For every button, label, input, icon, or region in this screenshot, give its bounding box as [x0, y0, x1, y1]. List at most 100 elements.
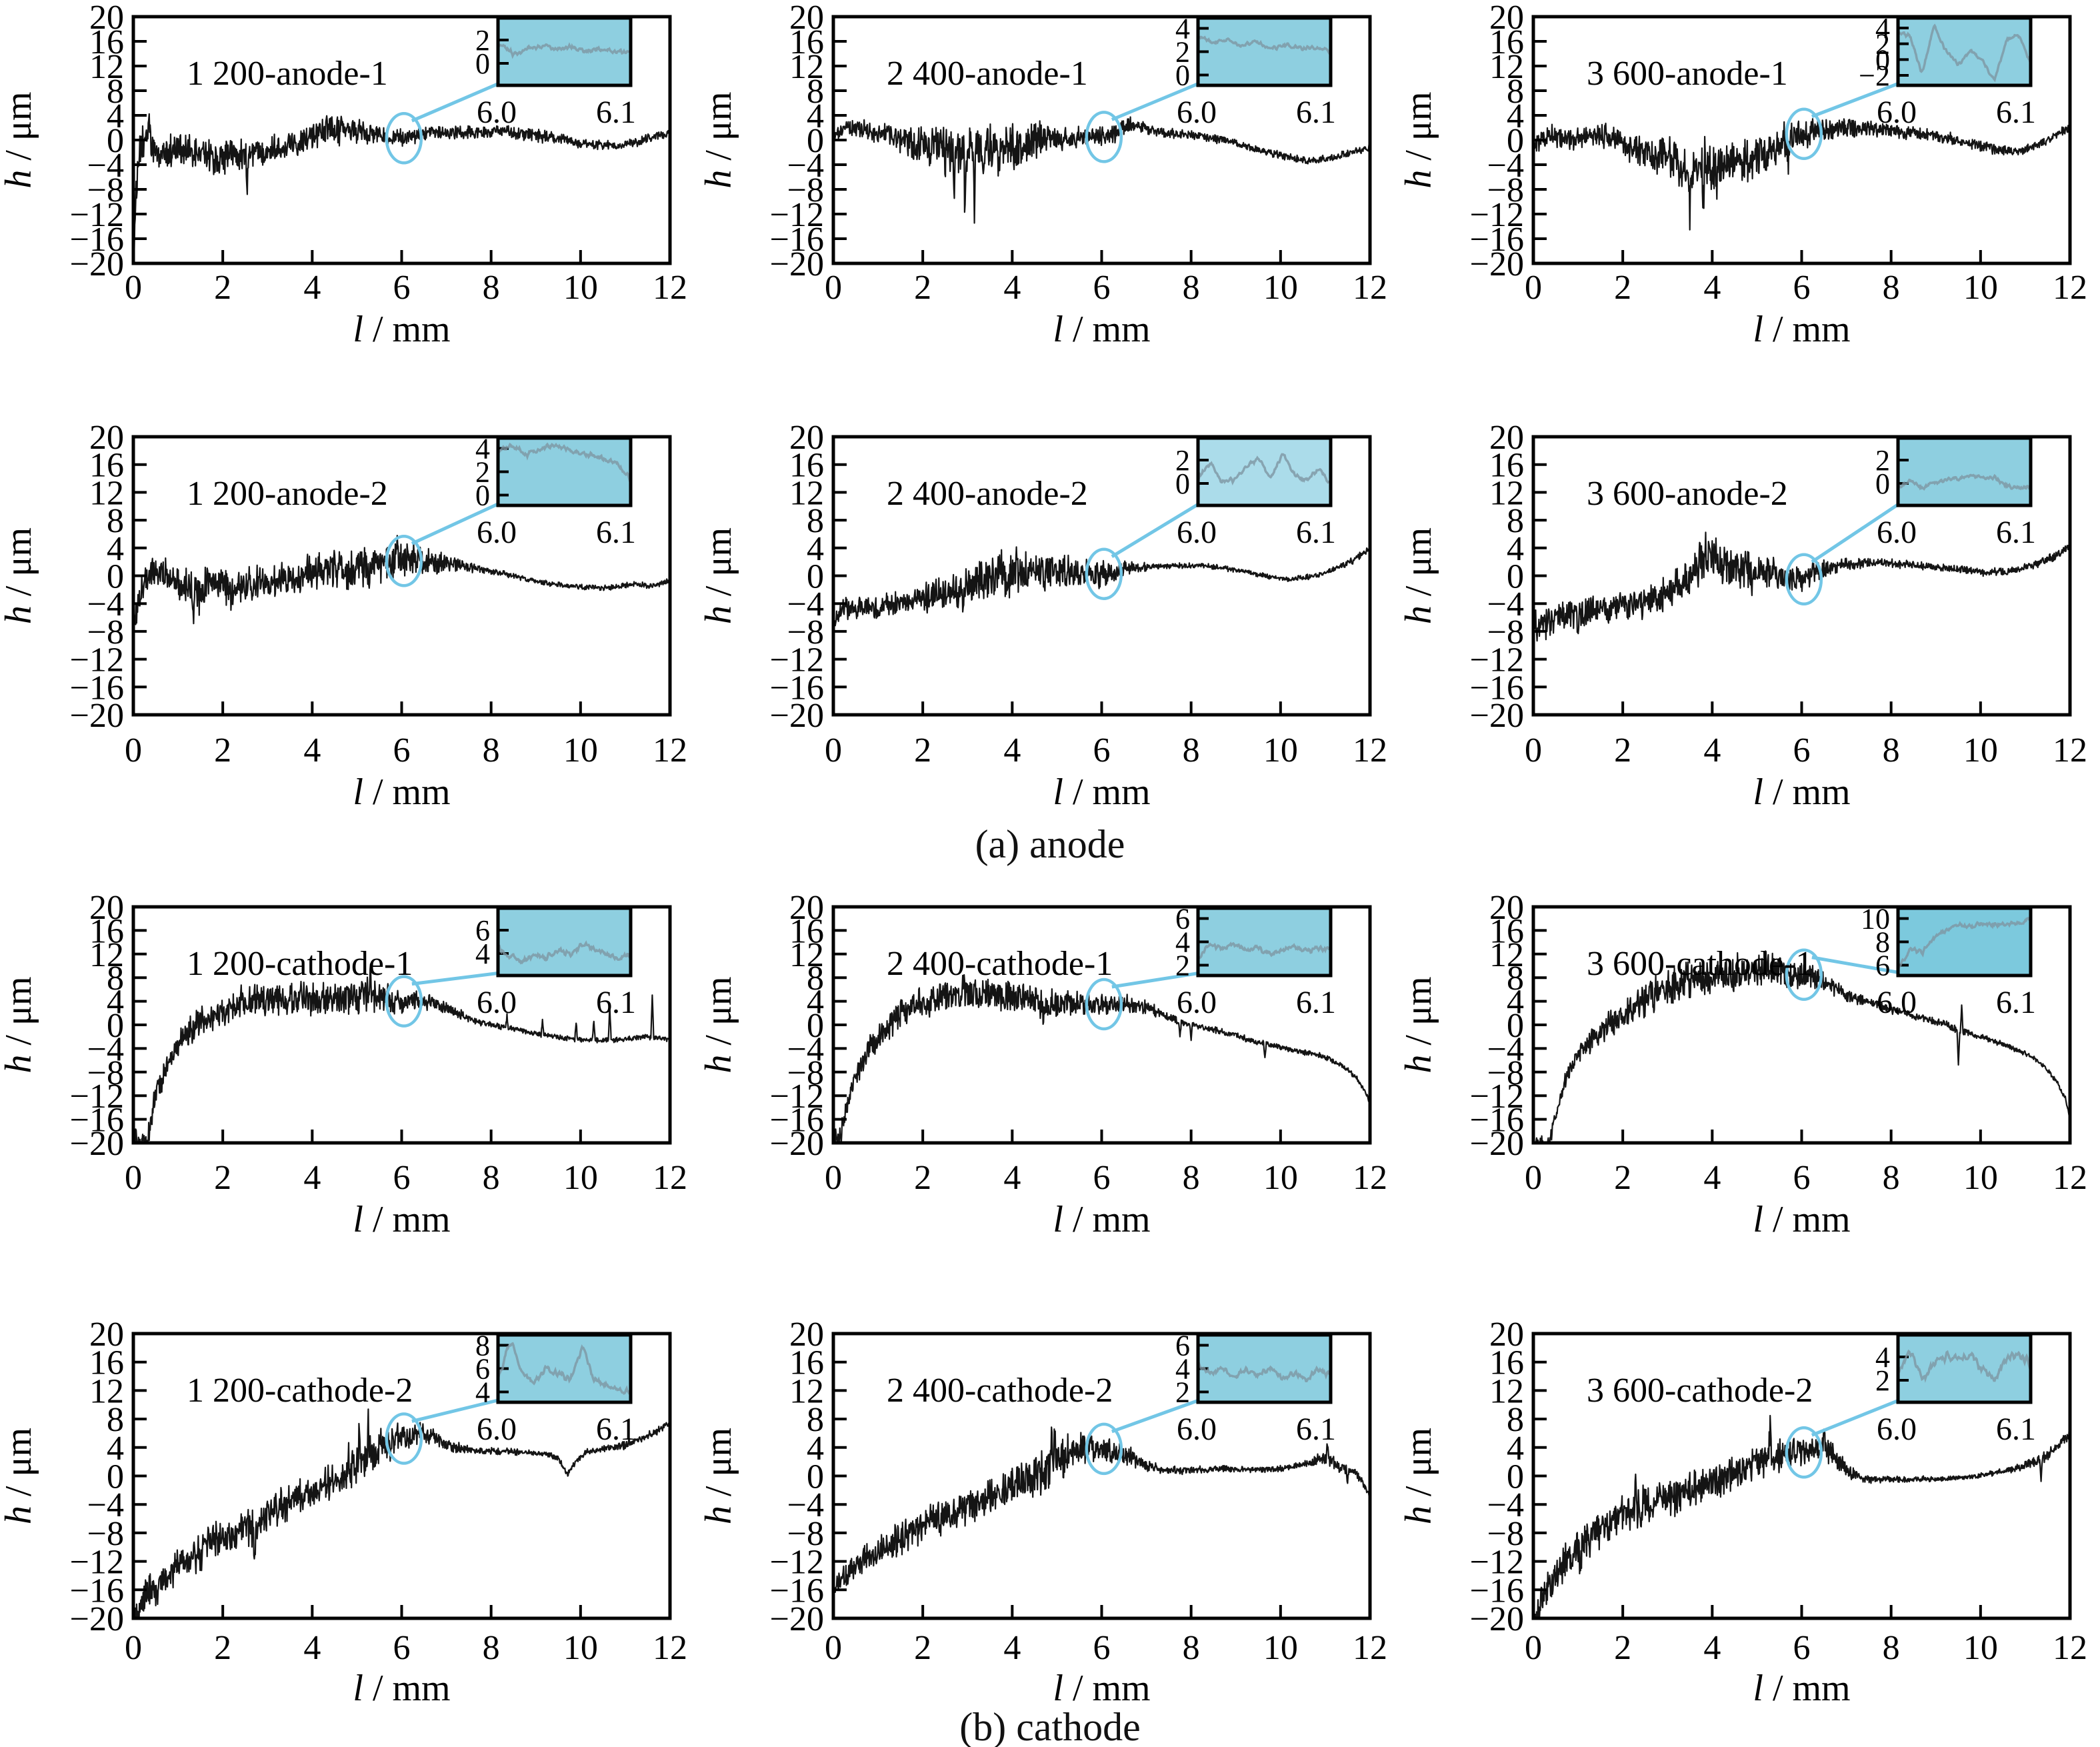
y-tick-label: −20: [1470, 1125, 1524, 1163]
y-tick-label: 16: [1489, 447, 1524, 485]
y-tick-label: 8: [807, 960, 824, 998]
y-tick-label: −16: [70, 669, 124, 707]
x-tick-label: 0: [125, 269, 142, 307]
zoom-highlight-circle: [1785, 553, 1823, 605]
y-tick-label: 16: [789, 447, 824, 485]
inset-y-tick-label: 4: [1875, 1341, 1890, 1374]
x-tick-label: 2: [214, 1159, 231, 1197]
y-tick-label: −16: [70, 221, 124, 259]
y-tick-label: −16: [70, 1572, 124, 1610]
profile-trace: [133, 535, 670, 625]
y-tick-label: −20: [1470, 245, 1524, 283]
zoom-highlight-circle: [385, 111, 423, 165]
y-tick-label: −16: [770, 669, 824, 707]
x-tick-label: 8: [483, 1629, 500, 1667]
x-tick-label: 2: [914, 1629, 931, 1667]
inset-y-tick-label: 6: [1875, 950, 1890, 982]
inset-x-tick-label: 6.1: [1996, 95, 2036, 130]
zoom-connector-line: [411, 1398, 501, 1423]
y-tick-label: 0: [1507, 1007, 1524, 1045]
y-tick-label: −8: [87, 171, 124, 209]
y-tick-label: 12: [1489, 48, 1524, 86]
x-tick-label: 0: [1525, 269, 1542, 307]
inset-trace: [1898, 23, 2031, 83]
x-tick-label: 0: [125, 1159, 142, 1197]
x-tick-label: 12: [653, 731, 687, 769]
y-tick-label: −8: [787, 1054, 824, 1092]
y-tick-label: 0: [1507, 558, 1524, 596]
inset-y-tick-label: 6: [475, 1353, 490, 1386]
x-tick-label: 8: [1883, 1159, 1900, 1197]
y-tick-label: −4: [87, 585, 124, 623]
inset-x-tick-label: 6.0: [1877, 1412, 1917, 1447]
x-tick-label: 12: [2053, 1629, 2087, 1667]
x-tick-label: 4: [1703, 269, 1721, 307]
y-tick-label: 0: [107, 122, 124, 160]
x-tick-label: 4: [1003, 1629, 1021, 1667]
zoom-highlight-circle: [1085, 978, 1123, 1031]
y-tick-label: −8: [787, 171, 824, 209]
y-tick-label: −12: [70, 1078, 124, 1116]
profile-trace: [1533, 531, 2070, 642]
subplot-title: 1 200-cathode-1: [187, 945, 413, 983]
x-tick-label: 2: [214, 269, 231, 307]
inset-y-tick-label: 0: [475, 479, 490, 512]
x-tick-label: 10: [1963, 269, 1998, 307]
y-tick-label: −16: [1470, 669, 1524, 707]
inset-y-tick-label: 0: [475, 47, 490, 80]
y-tick-label: −8: [1487, 1054, 1524, 1092]
y-axis-label: h / μm: [1398, 976, 1439, 1073]
inset-x-tick-label: 6.1: [1996, 985, 2036, 1020]
y-tick-label: 4: [107, 1430, 124, 1468]
x-tick-label: 0: [825, 731, 842, 769]
inset-y-tick-label: 0: [1175, 59, 1190, 92]
y-tick-label: 0: [1507, 1458, 1524, 1496]
x-tick-label: 2: [1614, 731, 1631, 769]
y-tick-label: 12: [789, 474, 824, 512]
inset-y-tick-label: 4: [475, 1376, 490, 1409]
inset-trace: [498, 1342, 631, 1395]
y-tick-label: 20: [1489, 419, 1524, 457]
subplot-title: 3 600-anode-1: [1587, 55, 1788, 93]
y-tick-label: 8: [107, 502, 124, 540]
y-tick-label: −12: [770, 196, 824, 234]
x-tick-label: 4: [303, 1159, 321, 1197]
inset-y-tick-label: 2: [1175, 444, 1190, 477]
y-tick-label: −12: [770, 641, 824, 679]
inset-trace: [1198, 942, 1331, 960]
zoom-connector-line: [1811, 956, 1901, 975]
y-tick-label: −12: [70, 1544, 124, 1582]
y-tick-label: −12: [1470, 1544, 1524, 1582]
y-tick-label: 0: [107, 1458, 124, 1496]
y-tick-label: 8: [807, 1401, 824, 1439]
y-tick-label: −12: [1470, 1078, 1524, 1116]
y-axis-label: h / μm: [0, 91, 39, 188]
profile-trace: [833, 545, 1370, 627]
x-tick-label: 6: [1793, 269, 1811, 307]
y-tick-label: −20: [1470, 1600, 1524, 1638]
x-axis-label: l / mm: [1053, 771, 1150, 813]
y-tick-label: 20: [89, 1316, 124, 1354]
x-tick-label: 2: [1614, 1159, 1631, 1197]
y-tick-label: 20: [789, 1316, 824, 1354]
x-tick-label: 8: [1183, 1629, 1200, 1667]
x-tick-label: 2: [914, 731, 931, 769]
zoom-connector-line: [1811, 81, 1901, 119]
zoom-connector-line: [1111, 81, 1201, 121]
x-tick-label: 6: [1093, 731, 1111, 769]
subplot-title: 1 200-anode-2: [187, 475, 388, 513]
inset-y-tick-label: 2: [475, 24, 490, 57]
y-tick-label: 4: [807, 1430, 824, 1468]
subplot-title: 3 600-anode-2: [1587, 475, 1788, 513]
y-tick-label: 4: [807, 97, 824, 135]
y-tick-label: 8: [107, 1401, 124, 1439]
x-tick-label: 8: [483, 731, 500, 769]
y-tick-label: 20: [789, 419, 824, 457]
x-axis-label: l / mm: [1053, 309, 1150, 350]
y-tick-label: −4: [1487, 1030, 1524, 1068]
x-tick-label: 10: [1963, 731, 1998, 769]
inset-x-tick-label: 6.1: [1296, 1412, 1336, 1447]
